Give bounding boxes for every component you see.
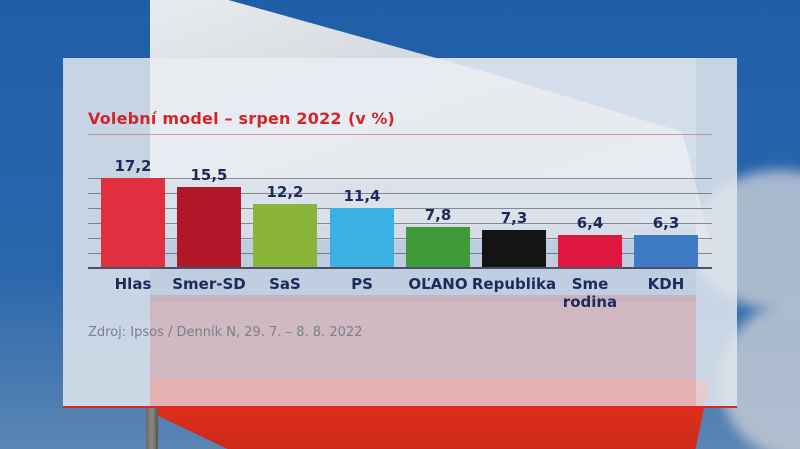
bar-kdh	[634, 235, 698, 268]
bar-sas	[253, 204, 317, 268]
value-label: 6,3	[652, 214, 680, 232]
chart-unit-label: (v %)	[348, 109, 395, 128]
value-label: 6,4	[576, 214, 604, 232]
bar-sme-rodina	[558, 235, 622, 268]
value-label: 11,4	[343, 187, 381, 205]
category-label: OĽANO	[408, 275, 468, 293]
category-label: KDH	[647, 275, 685, 293]
value-label: 7,3	[500, 209, 528, 227]
chart-title: Volební model – srpen 2022	[88, 109, 342, 128]
gridline	[88, 238, 712, 239]
category-label: SaS	[269, 275, 301, 293]
flag-pole	[146, 405, 158, 449]
bar-ps	[330, 208, 394, 268]
value-label: 12,2	[266, 183, 304, 201]
bar-hlas	[101, 178, 165, 268]
category-label: Sme rodina	[562, 275, 618, 311]
chart-panel	[63, 58, 737, 408]
gridline	[88, 178, 712, 179]
x-axis-baseline	[88, 267, 712, 269]
category-label: Smer-SD	[172, 275, 246, 293]
category-label: Republika	[471, 275, 557, 293]
bar-smer-sd	[177, 187, 241, 268]
bar-olano	[406, 227, 470, 268]
gridline	[88, 223, 712, 224]
category-label: PS	[351, 275, 373, 293]
value-label: 17,2	[114, 157, 152, 175]
gridline	[88, 193, 712, 194]
title-divider	[88, 134, 712, 135]
gridline	[88, 208, 712, 209]
source-note: Zdroj: Ipsos / Denník N, 29. 7. – 8. 8. …	[88, 325, 363, 340]
bar-republika	[482, 230, 546, 268]
gridline	[88, 253, 712, 254]
value-label: 15,5	[190, 166, 228, 184]
category-label: Hlas	[114, 275, 152, 293]
value-label: 7,8	[424, 206, 452, 224]
